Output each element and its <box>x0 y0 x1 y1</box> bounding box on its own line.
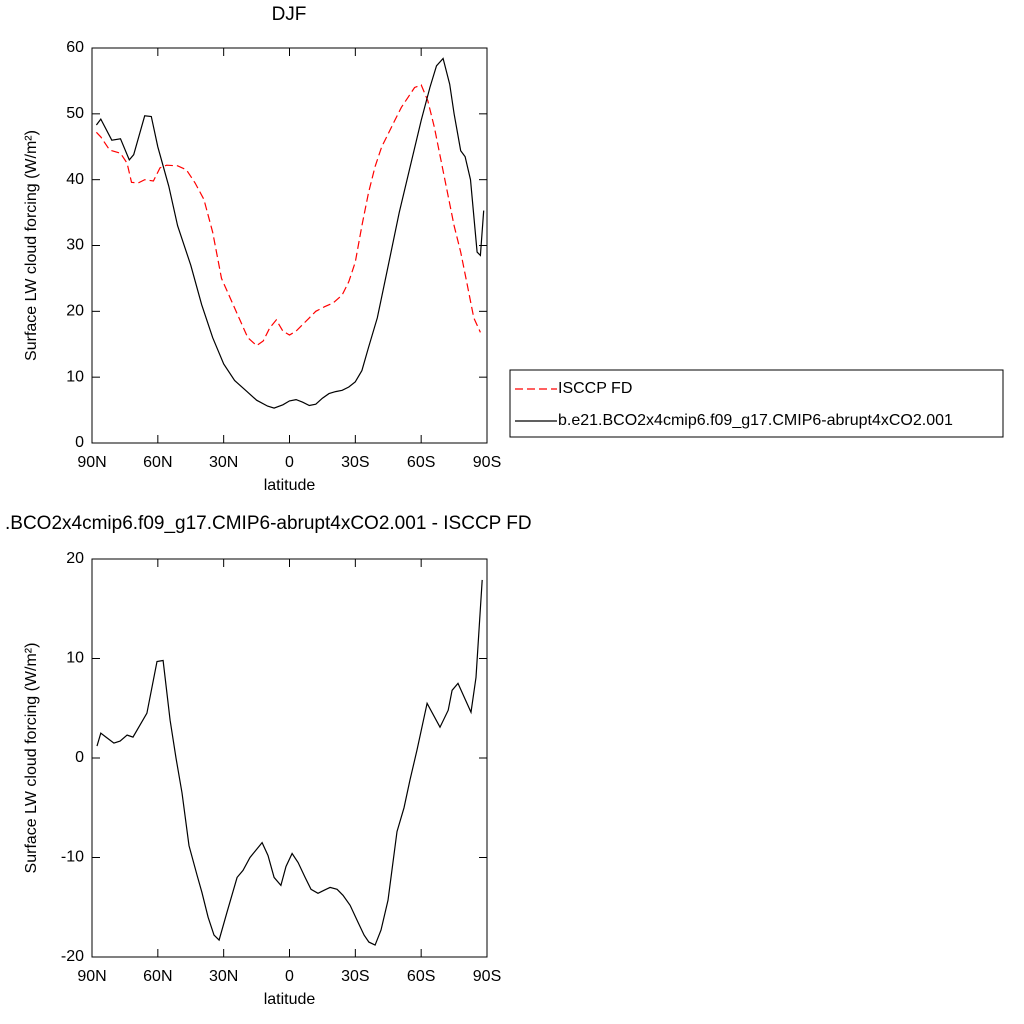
chart-title: .BCO2x4cmip6.f09_g17.CMIP6-abrupt4xCO2.0… <box>5 513 532 534</box>
y-tick-label: 10 <box>66 650 84 667</box>
x-tick-label: 30S <box>341 968 369 985</box>
y-tick-label: 20 <box>66 303 84 320</box>
plot-frame <box>91 47 488 444</box>
y-tick-label: 0 <box>75 749 84 766</box>
x-tick-label: 90N <box>77 454 106 471</box>
y-tick-label: 30 <box>66 237 84 254</box>
data-line <box>96 579 483 946</box>
data-line <box>95 84 481 347</box>
chart-title: DJF <box>272 4 307 25</box>
y-tick-label: 10 <box>66 368 84 385</box>
x-axis-label: latitude <box>264 477 316 494</box>
y-tick-label: 40 <box>66 171 84 188</box>
y-tick-label: 60 <box>66 39 84 56</box>
y-tick-label: 0 <box>75 434 84 451</box>
plot-frame <box>91 558 488 958</box>
x-tick-label: 60S <box>407 968 435 985</box>
x-tick-label: 90S <box>473 454 501 471</box>
y-axis-label: Surface LW cloud forcing (W/m²) <box>23 130 40 361</box>
legend-label: ISCCP FD <box>558 380 632 397</box>
y-tick-label: 50 <box>66 105 84 122</box>
y-axis-label: Surface LW cloud forcing (W/m²) <box>23 643 40 874</box>
x-tick-label: 60S <box>407 454 435 471</box>
x-tick-label: 60N <box>143 968 172 985</box>
legend-box <box>509 369 1004 438</box>
legend-label: b.e21.BCO2x4cmip6.f09_g17.CMIP6-abrupt4x… <box>558 412 953 429</box>
x-tick-label: 30N <box>209 454 238 471</box>
x-tick-label: 60N <box>143 454 172 471</box>
y-tick-label: -20 <box>61 948 84 965</box>
x-tick-label: 30S <box>341 454 369 471</box>
x-tick-label: 90N <box>77 968 106 985</box>
y-tick-label: -10 <box>61 849 84 866</box>
data-line <box>95 57 485 409</box>
y-tick-label: 20 <box>66 550 84 567</box>
x-tick-label: 90S <box>473 968 501 985</box>
x-tick-label: 0 <box>285 968 294 985</box>
x-tick-label: 0 <box>285 454 294 471</box>
x-axis-label: latitude <box>264 991 316 1008</box>
x-tick-label: 30N <box>209 968 238 985</box>
